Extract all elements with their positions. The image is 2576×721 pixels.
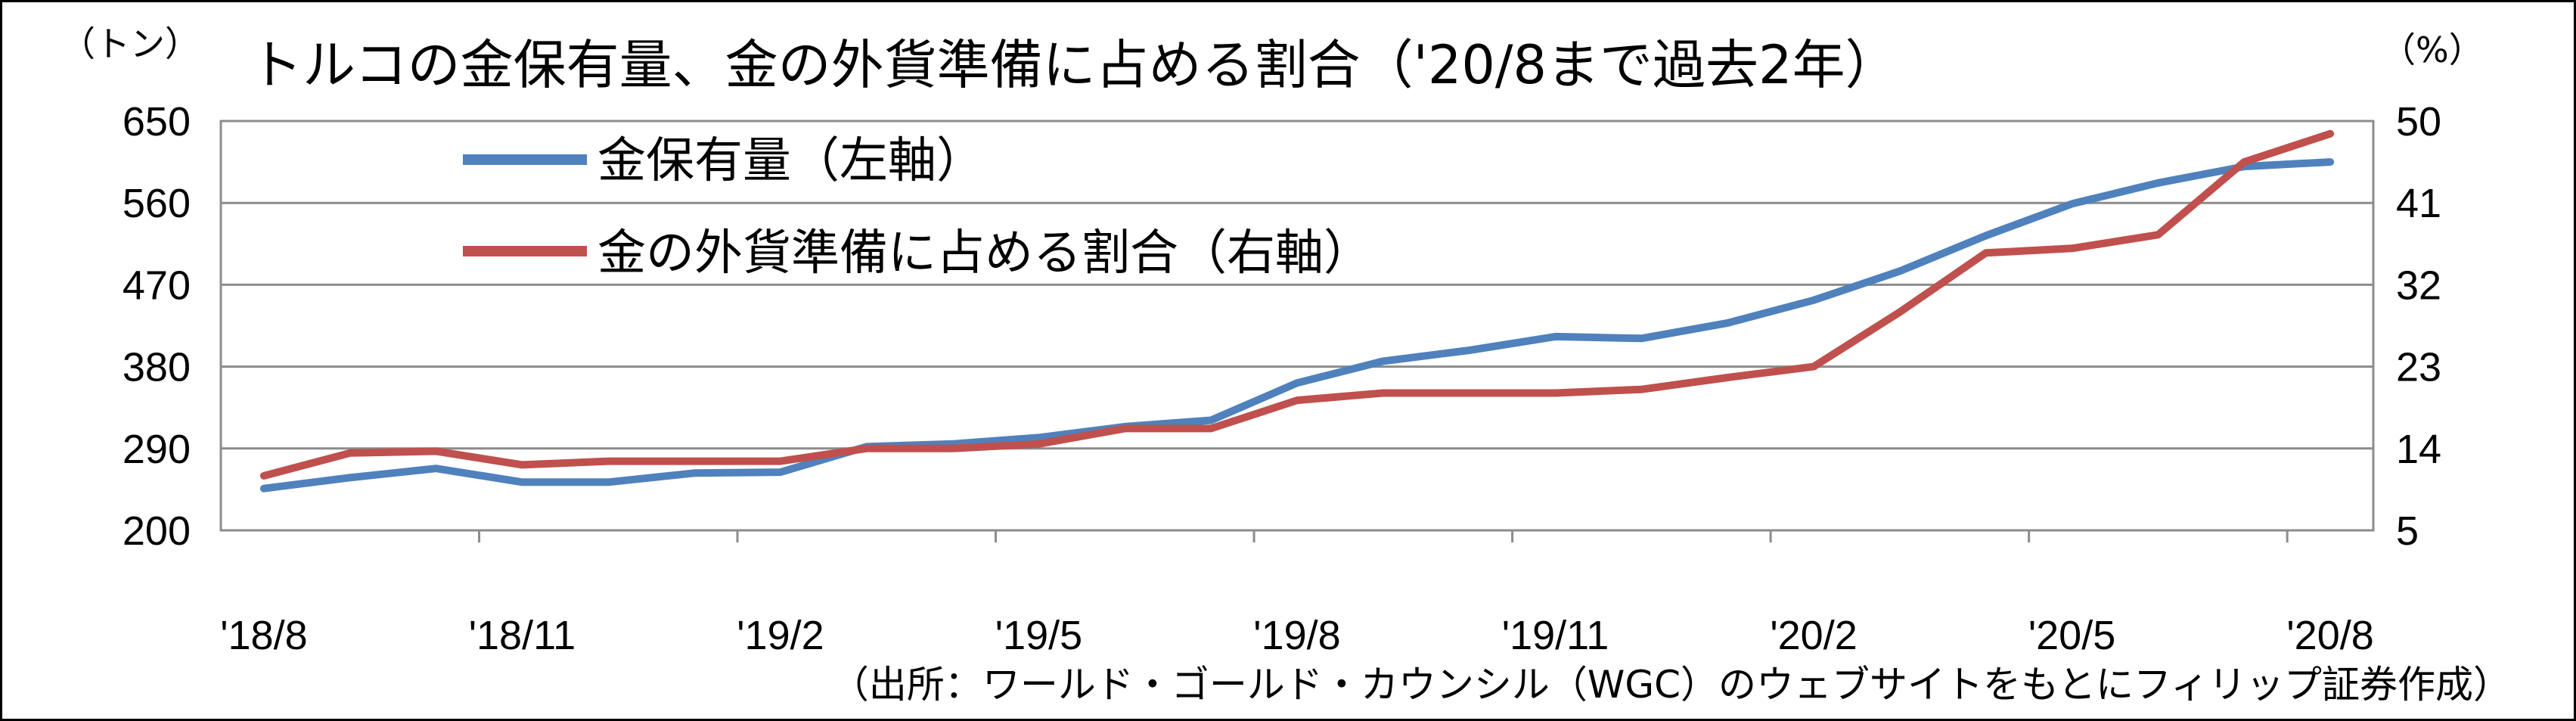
series-line-gold-share xyxy=(259,129,2335,480)
plot-area xyxy=(219,120,2375,532)
chart-title: トルコの金保有量、金の外貨準備に占める割合（'20/8まで過去2年） xyxy=(250,34,1898,96)
legend-label-gold-holdings: 金保有量（左軸） xyxy=(597,133,985,189)
left-tick-label: 650 xyxy=(123,99,191,145)
right-tick-label: 41 xyxy=(2396,181,2441,226)
right-axis: 50 41 32 23 14 5 xyxy=(2396,99,2441,554)
left-tick-label: 560 xyxy=(123,181,191,226)
left-tick-label: 200 xyxy=(123,508,191,554)
x-tick-label: '19/2 xyxy=(737,613,824,658)
gridlines xyxy=(221,201,2373,450)
right-tick-label: 14 xyxy=(2396,427,2441,472)
series-group xyxy=(259,129,2335,493)
x-tick-label: '18/11 xyxy=(469,613,576,658)
x-tick-label: '19/5 xyxy=(995,613,1082,658)
legend-label-gold-share: 金の外貨準備に占める割合（右軸） xyxy=(597,225,1372,281)
left-tick-label: 470 xyxy=(123,263,191,308)
legend: 金保有量（左軸） 金の外貨準備に占める割合（右軸） xyxy=(463,133,1372,281)
left-axis: 650 560 470 380 290 200 xyxy=(123,99,191,554)
right-tick-label: 23 xyxy=(2396,345,2441,390)
x-axis: '18/8 '18/11 '19/2 '19/5 '19/8 '19/11 '20/2 '20… xyxy=(220,530,2374,658)
right-tick-label: 50 xyxy=(2396,99,2441,145)
right-axis-unit: （%） xyxy=(2381,30,2484,70)
x-tick-label: '19/11 xyxy=(1502,613,1609,658)
source-note: （出所：ワールド・ゴールド・カウンシル（WGC）のウェブサイトをもとにフィリップ… xyxy=(831,663,2511,707)
x-tick-label: '20/2 xyxy=(1770,613,1857,658)
x-tick-label: '18/8 xyxy=(220,613,307,658)
left-tick-label: 380 xyxy=(123,345,191,390)
series-line-gold-holdings xyxy=(259,158,2335,493)
x-tick-label: '20/5 xyxy=(2028,613,2115,658)
x-tick-label: '19/8 xyxy=(1253,613,1340,658)
left-tick-label: 290 xyxy=(123,427,191,472)
x-tick-label: '20/8 xyxy=(2286,613,2373,658)
right-tick-label: 5 xyxy=(2396,508,2419,554)
left-axis-unit: （トン） xyxy=(61,23,200,64)
right-tick-label: 32 xyxy=(2396,263,2441,308)
